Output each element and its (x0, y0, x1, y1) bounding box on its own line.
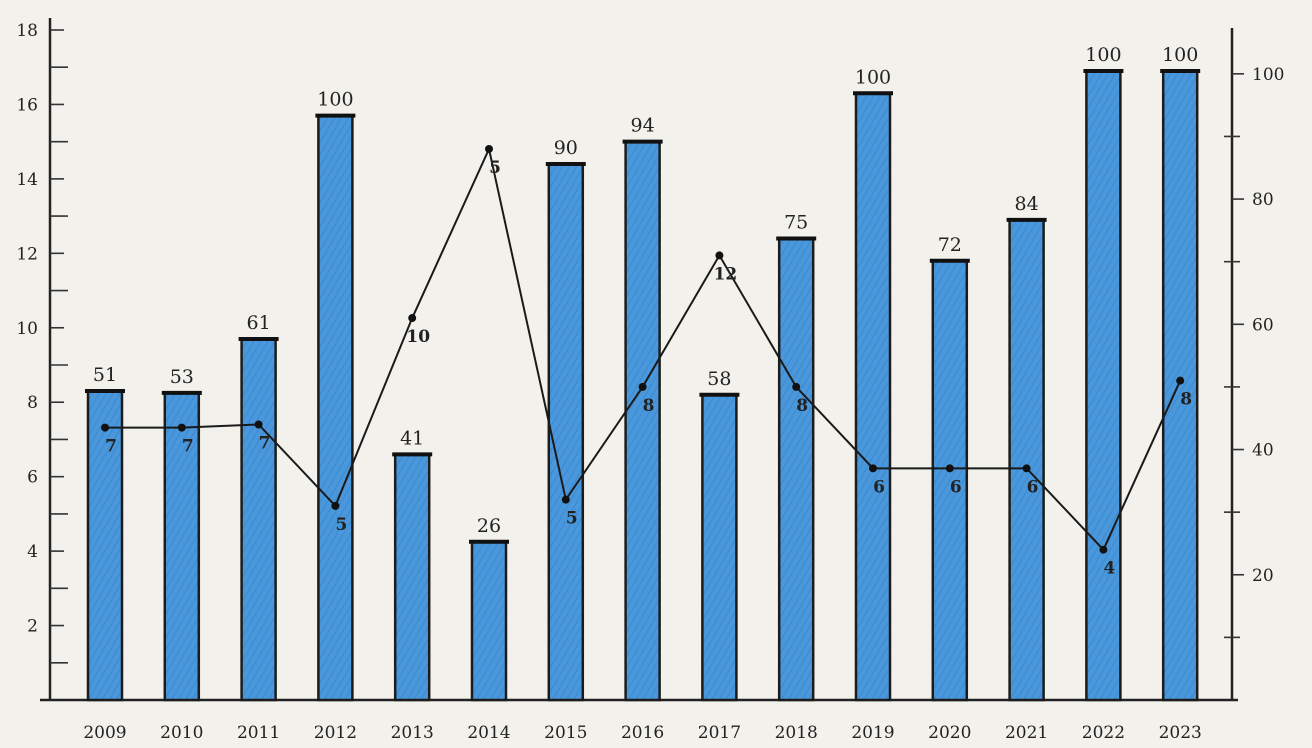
line-point-2016 (638, 382, 647, 391)
bar-label-2019: 100 (855, 66, 891, 88)
x-label-2011: 2011 (237, 723, 280, 743)
bar-2021 (1008, 218, 1045, 702)
x-label-2022: 2022 (1082, 723, 1125, 743)
bar-2018 (777, 237, 815, 702)
left-tick-label: 16 (16, 95, 38, 115)
right-tick-label: 40 (1252, 441, 1274, 461)
bar-2014 (470, 540, 508, 702)
line-point-2015 (561, 495, 570, 504)
bar-label-2016: 94 (631, 115, 655, 137)
bar-label-2011: 61 (247, 312, 271, 334)
bar-2009 (86, 389, 124, 702)
bar-2015 (547, 162, 585, 702)
x-label-2014: 2014 (467, 723, 510, 743)
line-label-2023: 8 (1180, 390, 1192, 410)
line-point-2021 (1022, 464, 1031, 473)
bar-2016 (624, 140, 661, 702)
line-point-2014 (485, 144, 493, 153)
x-label-2009: 2009 (83, 723, 126, 743)
left-tick-label: 14 (16, 170, 38, 190)
left-axis-ticks: 2 4 6 8 10 12 14 16 18 (16, 21, 68, 664)
x-label-2018: 2018 (775, 723, 818, 743)
line-label-2010: 7 (182, 437, 194, 457)
bar-2019 (854, 92, 892, 702)
x-label-2021: 2021 (1005, 723, 1048, 743)
line-point-2009 (101, 423, 109, 432)
x-label-2010: 2010 (160, 723, 203, 743)
x-label-2019: 2019 (851, 723, 894, 743)
line-point-2017 (715, 251, 724, 260)
right-tick-label: 100 (1252, 65, 1284, 85)
left-tick-label: 18 (16, 21, 38, 41)
bar-2022 (1085, 69, 1122, 702)
left-tick-label: 10 (16, 319, 38, 339)
line-point-2020 (945, 464, 954, 473)
left-tick-label: 2 (27, 617, 38, 637)
line-label-2009: 7 (105, 437, 117, 457)
line-point-2023 (1176, 376, 1185, 385)
left-tick-label: 8 (27, 393, 38, 413)
line-label-2013: 10 (406, 327, 430, 347)
line-point-2019 (869, 464, 877, 473)
right-tick-label: 60 (1252, 315, 1274, 335)
x-label-2012: 2012 (314, 723, 357, 743)
line-label-2012: 5 (335, 515, 347, 535)
bar-label-2021: 84 (1015, 193, 1039, 215)
x-label-2013: 2013 (391, 723, 434, 743)
line-label-2018: 8 (796, 396, 808, 416)
bar-label-2014: 26 (477, 515, 501, 537)
bars (85, 68, 1201, 702)
left-tick-label: 6 (27, 468, 38, 488)
bar-label-2020: 72 (938, 234, 962, 256)
line-label-2022: 4 (1103, 559, 1115, 579)
bar-2023 (1161, 69, 1199, 702)
x-label-2016: 2016 (621, 723, 664, 743)
line-label-2016: 8 (643, 396, 655, 416)
left-tick-label: 12 (16, 244, 38, 264)
bar-label-2023: 100 (1162, 44, 1198, 66)
bar-label-2018: 75 (784, 211, 808, 233)
right-tick-label: 80 (1252, 190, 1274, 210)
right-tick-label: 20 (1252, 566, 1274, 586)
line-point-2022 (1099, 545, 1108, 554)
line-label-2017: 12 (714, 264, 738, 284)
bar-label-2010: 53 (170, 366, 194, 388)
x-label-2015: 2015 (544, 723, 587, 743)
line-label-2019: 6 (873, 477, 885, 497)
line-point-2013 (408, 314, 417, 323)
line-label-2015: 5 (566, 509, 578, 529)
bar-2012 (317, 114, 354, 702)
line-label-2021: 6 (1027, 477, 1039, 497)
line-series (101, 144, 1185, 554)
right-axis-ticks: 20 40 60 80 100 (1224, 65, 1284, 639)
bar-label-2022: 100 (1085, 44, 1121, 66)
bar-2011 (240, 337, 277, 702)
line-point-2012 (331, 501, 340, 510)
bar-label-2015: 90 (554, 137, 578, 159)
x-axis-labels: 2009 2010 2011 2012 2013 2014 2015 2016 2017 2018… (83, 723, 1201, 743)
bar-2017 (701, 393, 738, 702)
line-point-2011 (254, 420, 263, 429)
line-label-2020: 6 (950, 477, 962, 497)
x-label-2020: 2020 (928, 723, 971, 743)
line-point-2018 (792, 382, 801, 391)
line-label-2014: 5 (489, 158, 501, 178)
x-label-2017: 2017 (698, 723, 741, 743)
x-label-2023: 2023 (1159, 723, 1202, 743)
line-point-2010 (177, 423, 186, 432)
line-label-2011: 7 (259, 433, 271, 453)
bar-label-2017: 58 (707, 368, 731, 390)
bar-2013 (393, 453, 431, 702)
bar-label-2012: 100 (317, 89, 353, 111)
bar-label-2009: 51 (93, 364, 117, 386)
left-tick-label: 4 (27, 542, 38, 562)
bar-label-2013: 41 (400, 427, 424, 449)
